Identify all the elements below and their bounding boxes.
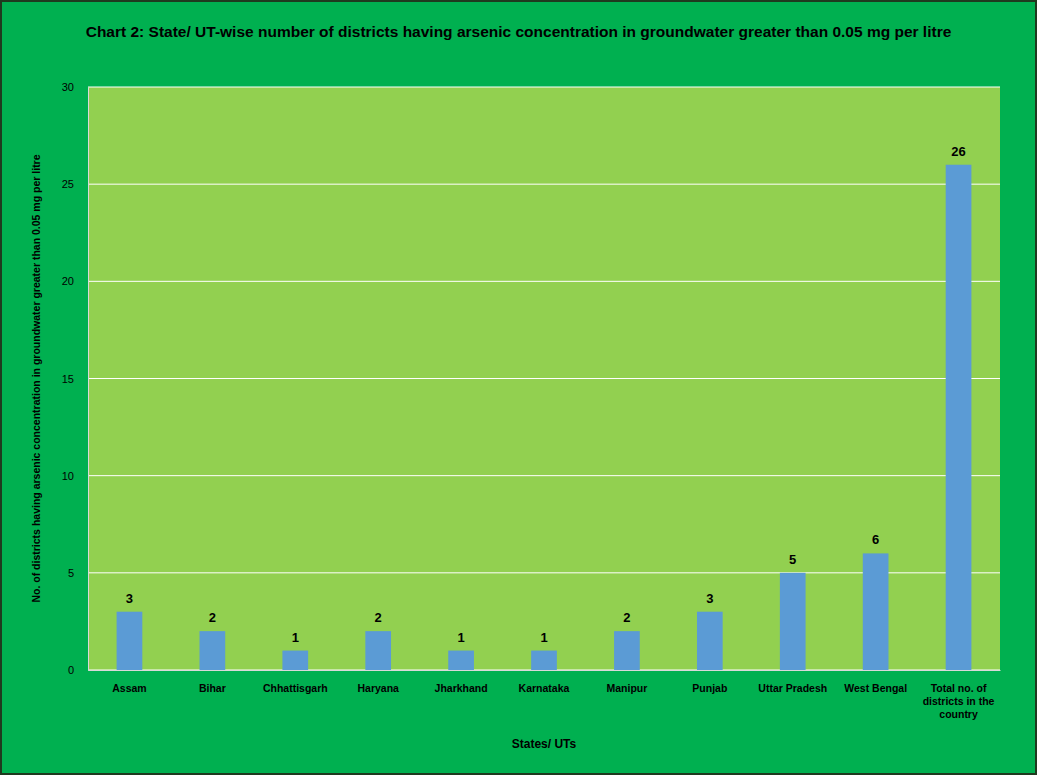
x-tick-label: Uttar Pradesh xyxy=(758,682,827,694)
data-label: 5 xyxy=(789,552,796,567)
title: Chart 2: State/ UT-wise number of distri… xyxy=(86,23,952,40)
x-tick: Karnataka xyxy=(519,670,570,694)
x-tick-label: Total no. ofdistricts in thecountry xyxy=(923,682,995,720)
bar xyxy=(697,612,723,670)
bar xyxy=(614,631,640,670)
y-tick-label: 15 xyxy=(62,373,74,385)
x-axis-title: States/ UTs xyxy=(512,737,577,751)
data-label: 6 xyxy=(872,532,879,547)
text-line: Total no. of xyxy=(931,682,987,694)
x-tick: Haryana xyxy=(357,670,399,694)
text-line: Uttar Pradesh xyxy=(758,682,827,694)
x-tick-label: West Bengal xyxy=(844,682,907,694)
x-axis: Assam Bihar Chhattisgarh Haryana Jharkhand Ka… xyxy=(89,670,1001,720)
y-tick: 10 xyxy=(62,470,88,482)
x-tick: Assam xyxy=(112,670,146,694)
grid-line xyxy=(88,184,1000,185)
x-tick-label: Punjab xyxy=(692,682,727,694)
grid xyxy=(88,87,1000,670)
text-line: Jharkhand xyxy=(435,682,488,694)
x-tick: Uttar Pradesh xyxy=(758,670,827,694)
text-line: districts in the xyxy=(923,695,995,707)
data-label: 3 xyxy=(126,591,133,606)
text-line: Bihar xyxy=(199,682,226,694)
text-line: Assam xyxy=(112,682,146,694)
x-tick-label: Manipur xyxy=(606,682,647,694)
y-tick-label: 30 xyxy=(62,81,74,93)
text-line: West Bengal xyxy=(844,682,907,694)
grid-line xyxy=(88,281,1000,282)
plot-area xyxy=(88,87,1000,670)
y-tick: 20 xyxy=(62,275,88,287)
y-tick-label: 0 xyxy=(68,664,74,676)
data-label: 1 xyxy=(292,630,299,645)
y-axis-title: No. of districts having arsenic concentr… xyxy=(30,154,42,602)
x-tick: Total no. ofdistricts in thecountry xyxy=(923,670,995,720)
grid-line xyxy=(88,87,1000,88)
text-line: Chart 2: State/ UT-wise number of distri… xyxy=(86,23,952,40)
x-tick-label: Assam xyxy=(112,682,146,694)
y-tick-label: 25 xyxy=(62,178,74,190)
data-labels: 3 2 1 2 1 1 2 3 5 6 26 xyxy=(126,144,966,645)
y-axis: 0 5 10 15 20 25 30 xyxy=(62,81,89,676)
data-label: 1 xyxy=(540,630,547,645)
bars xyxy=(117,165,972,670)
x-tick: West Bengal xyxy=(844,670,907,694)
x-tick-label: Jharkhand xyxy=(435,682,488,694)
y-tick: 5 xyxy=(68,567,88,579)
bar xyxy=(448,651,474,670)
bar xyxy=(780,573,806,670)
x-tick-label: Bihar xyxy=(199,682,226,694)
bar xyxy=(117,612,143,670)
y-tick: 0 xyxy=(68,664,88,676)
x-axis-line xyxy=(89,670,1001,671)
text-line: Haryana xyxy=(357,682,399,694)
x-tick-label: Chhattisgarh xyxy=(263,682,328,694)
x-tick: Jharkhand xyxy=(435,670,488,694)
grid-line xyxy=(88,378,1000,379)
x-tick-label: Karnataka xyxy=(519,682,570,694)
grid-line xyxy=(88,475,1000,476)
y-axis-line xyxy=(88,88,89,671)
text-line: Chhattisgarh xyxy=(263,682,328,694)
bar xyxy=(531,651,557,670)
chart: 051015202530AssamBiharChhattisgarhHaryan… xyxy=(0,0,1037,775)
data-label: 2 xyxy=(375,610,382,625)
x-tick: Manipur xyxy=(606,670,647,694)
text-line: Punjab xyxy=(692,682,727,694)
x-tick: Bihar xyxy=(199,670,226,694)
y-tick: 25 xyxy=(62,178,88,190)
bar xyxy=(365,631,391,670)
bar xyxy=(946,165,972,670)
y-tick-label: 10 xyxy=(62,470,74,482)
data-label: 26 xyxy=(951,144,965,159)
x-tick: Punjab xyxy=(692,670,727,694)
x-tick-label: Haryana xyxy=(357,682,399,694)
text-line: country xyxy=(939,708,978,720)
y-tick-label: 5 xyxy=(68,567,74,579)
text-line: Karnataka xyxy=(519,682,570,694)
bar xyxy=(282,651,308,670)
y-tick-label: 20 xyxy=(62,275,74,287)
data-label: 2 xyxy=(623,610,630,625)
data-label: 1 xyxy=(457,630,464,645)
background xyxy=(1,1,1036,774)
y-tick: 15 xyxy=(62,373,88,385)
bar xyxy=(863,553,889,670)
bar xyxy=(200,631,226,670)
x-tick: Chhattisgarh xyxy=(263,670,328,694)
text-line: Manipur xyxy=(606,682,647,694)
data-label: 3 xyxy=(706,591,713,606)
data-label: 2 xyxy=(209,610,216,625)
y-tick: 30 xyxy=(62,81,88,93)
